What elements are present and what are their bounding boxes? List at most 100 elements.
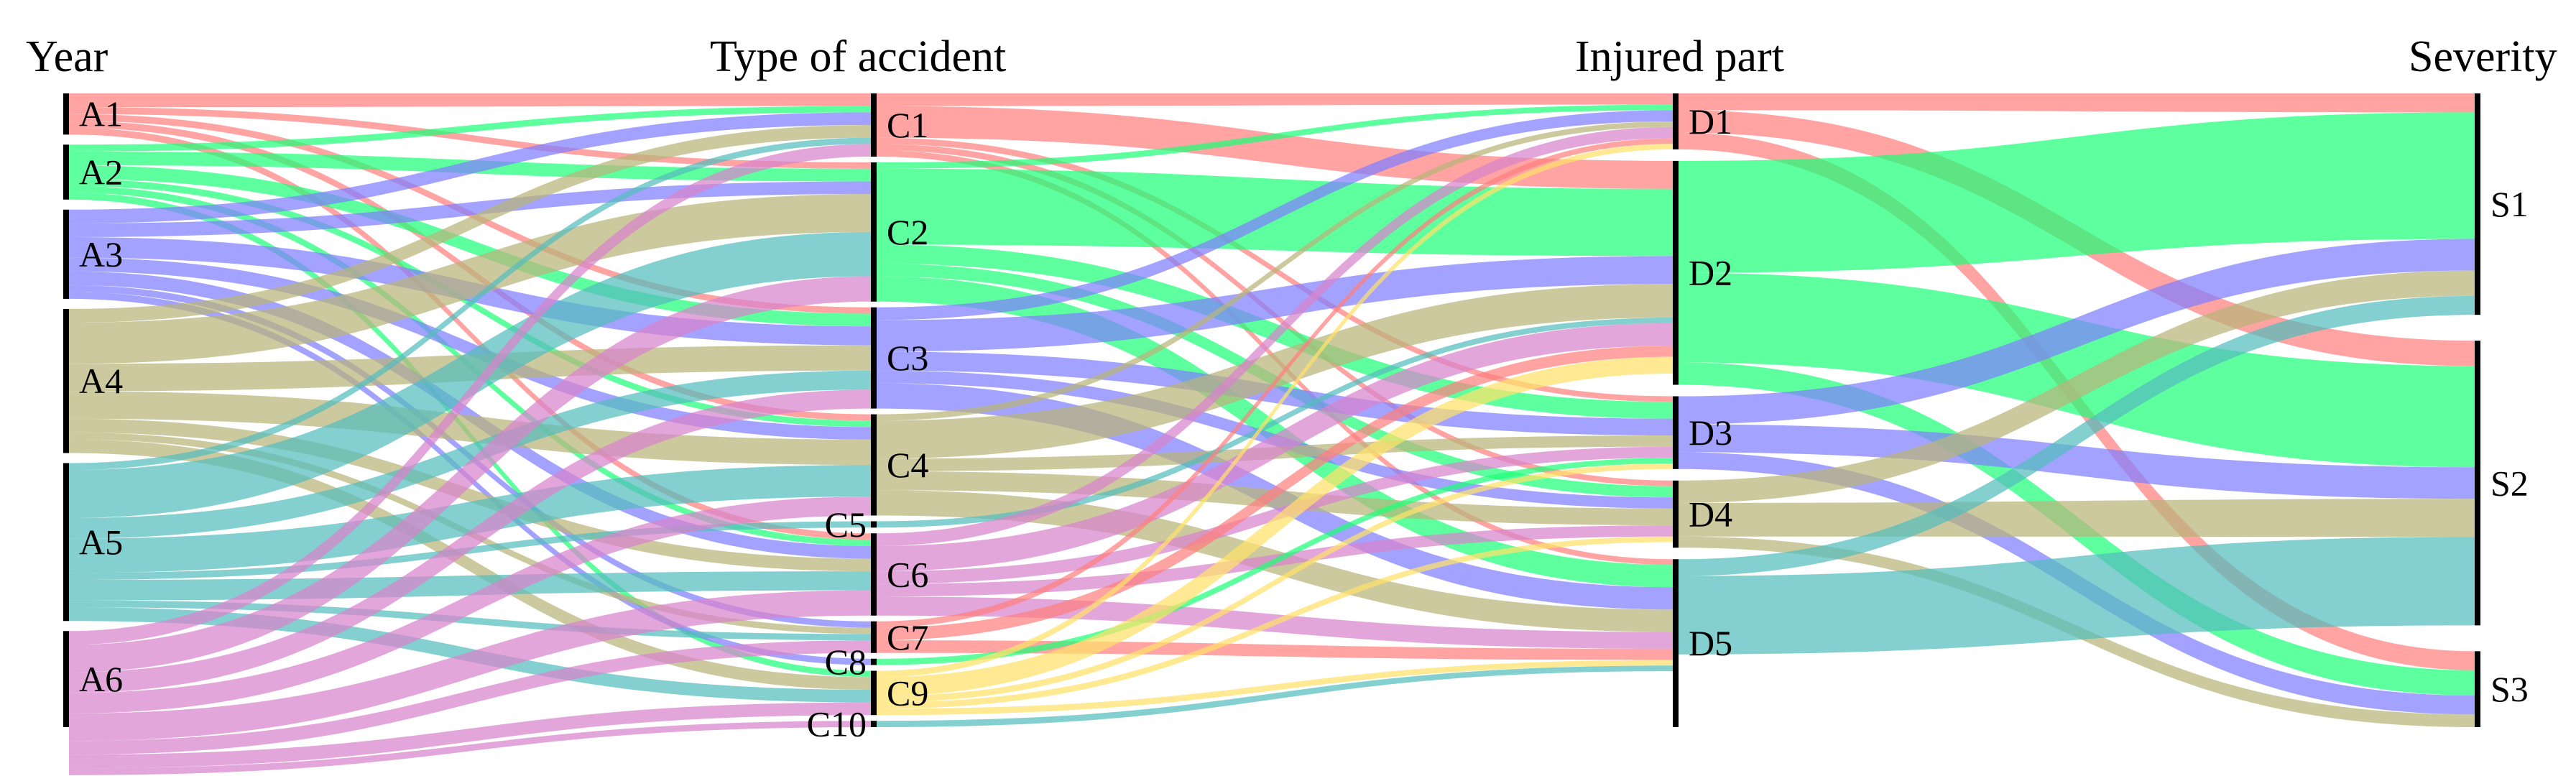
flow-D4-S2 [1679, 499, 2475, 537]
node-bar-s2 [2475, 341, 2480, 626]
flow-D5-S1 [1679, 295, 2475, 576]
node-bar-c6 [871, 533, 877, 616]
node-bar-c5 [871, 521, 877, 528]
flow-A4-C4 [69, 391, 871, 466]
flow-A5-C6 [69, 571, 871, 601]
flow-C3-D1 [877, 110, 1673, 320]
flow-A2-C1 [69, 106, 871, 152]
flow-C9-D1 [877, 144, 1673, 678]
node-label-s2: S2 [2490, 463, 2529, 503]
node-label-c5: C5 [825, 504, 867, 545]
flow-A4-C6 [69, 418, 871, 572]
flow-C9-D4 [877, 536, 1673, 709]
column-title-type-of-accident: Type of accident [710, 32, 1007, 81]
node-bar-c9 [871, 670, 877, 716]
flow-A2-C3 [69, 165, 871, 327]
node-bar-a3 [63, 209, 69, 299]
node-label-c6: C6 [887, 555, 928, 595]
flow-A1-C2 [69, 107, 871, 169]
flow-D1-S1 [1679, 93, 2475, 113]
flow-A6-C7 [69, 640, 871, 755]
node-label-c2: C2 [887, 212, 928, 252]
flow-C1-D1 [877, 93, 1673, 106]
node-label-c3: C3 [887, 338, 928, 378]
flow-D5-S2 [1679, 537, 2475, 655]
node-label-d4: D4 [1689, 494, 1732, 535]
node-label-c1: C1 [887, 105, 928, 145]
node-label-a3: A3 [79, 234, 123, 274]
flow-C9-D5 [877, 660, 1673, 716]
flow-C4-D2 [877, 284, 1673, 459]
flow-C9-D3 [877, 463, 1673, 703]
flow-A5-C1 [69, 137, 871, 471]
flow-A5-C4 [69, 465, 871, 573]
flow-C1-D2 [877, 106, 1673, 189]
node-label-c4: C4 [887, 445, 928, 485]
flow-A6-C3 [69, 389, 871, 693]
node-label-d5: D5 [1689, 623, 1732, 663]
node-bar-d4 [1673, 480, 1679, 548]
flow-A6-C4 [69, 496, 871, 713]
flow-A3-C1 [69, 112, 871, 223]
node-bar-a4 [63, 308, 69, 453]
flow-A6-C10 [69, 721, 871, 775]
node-bar-a2 [63, 144, 69, 200]
node-label-c10: C10 [807, 704, 867, 744]
flow-C7-D1 [877, 138, 1673, 628]
node-bar-c7 [871, 621, 877, 653]
flow-A1-C6 [69, 127, 871, 540]
node-bar-a1 [63, 93, 69, 135]
node-label-a5: A5 [79, 522, 123, 562]
node-bar-d3 [1673, 396, 1679, 469]
node-label-c9: C9 [887, 673, 928, 713]
flow-A6-C9 [69, 702, 871, 769]
node-bar-a5 [63, 463, 69, 622]
flow-C2-D1 [877, 104, 1673, 169]
column-title-year: Year [26, 32, 109, 81]
flow-C3-D2 [877, 256, 1673, 352]
node-bar-s1 [2475, 93, 2480, 315]
flow-A4-C1 [69, 125, 871, 323]
flow-C10-D5 [877, 665, 1673, 727]
flow-A6-C1 [69, 144, 871, 645]
node-label-s1: S1 [2490, 184, 2529, 224]
flow-A3-C2 [69, 181, 871, 237]
flow-C4-D1 [877, 121, 1673, 421]
nodes [63, 93, 2480, 727]
flow-D3-S2 [1679, 424, 2475, 499]
node-label-c7: C7 [887, 617, 928, 657]
flow-A5-C3 [69, 370, 871, 539]
node-label-c8: C8 [825, 642, 867, 682]
flow-D2-S1 [1679, 112, 2475, 273]
node-label-d1: D1 [1689, 101, 1732, 142]
node-bar-c3 [871, 307, 877, 409]
flow-C6-D3 [877, 446, 1673, 584]
column-title-injured-part: Injured part [1575, 32, 1784, 81]
node-bar-c10 [871, 721, 877, 727]
node-bar-a6 [63, 631, 69, 727]
flow-A6-C6 [69, 590, 871, 742]
flow-D3-S1 [1679, 239, 2475, 425]
node-bar-c4 [871, 414, 877, 516]
node-bar-d5 [1673, 559, 1679, 727]
flow-links [69, 93, 2475, 775]
node-label-a1: A1 [79, 94, 123, 134]
node-bar-c1 [871, 93, 877, 157]
node-bar-d2 [1673, 160, 1679, 385]
column-title-severity: Severity [2409, 32, 2557, 81]
node-label-s3: S3 [2490, 669, 2529, 709]
node-bar-c2 [871, 162, 877, 302]
flow-A1-C1 [69, 93, 871, 108]
node-bar-s3 [2475, 651, 2480, 727]
node-label-d3: D3 [1689, 412, 1732, 453]
flow-A3-C4 [69, 257, 871, 440]
flow-C6-D1 [877, 126, 1673, 546]
flow-C5-D2 [877, 318, 1673, 528]
node-label-a2: A2 [79, 152, 123, 193]
flow-A5-C2 [69, 231, 871, 518]
flow-C7-D2 [877, 345, 1673, 641]
flow-C3-D3 [877, 351, 1673, 436]
flow-D4-S1 [1679, 270, 2475, 503]
flow-A4-C2 [69, 194, 871, 364]
